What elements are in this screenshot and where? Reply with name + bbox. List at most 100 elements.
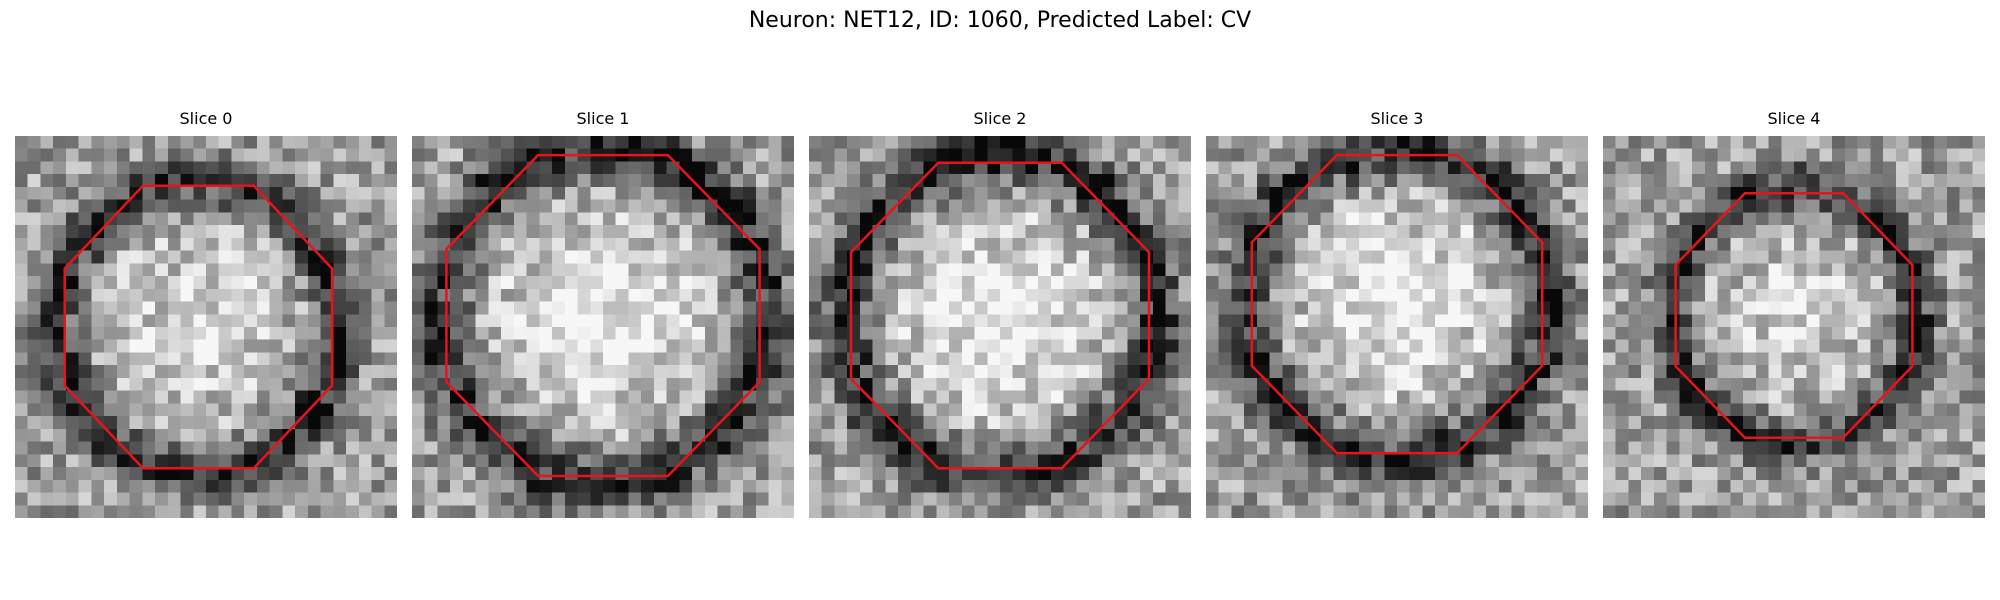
pixel xyxy=(167,416,181,430)
pixel xyxy=(1511,288,1525,302)
pixel xyxy=(1768,148,1782,162)
pixel xyxy=(1832,416,1846,430)
pixel xyxy=(1857,148,1871,162)
pixel xyxy=(218,174,232,188)
pixel xyxy=(1537,454,1551,468)
pixel xyxy=(898,416,912,430)
pixel xyxy=(1870,225,1884,239)
pixel xyxy=(1333,479,1347,493)
pixel xyxy=(743,479,757,493)
pixel xyxy=(424,492,438,506)
pixel xyxy=(1934,136,1948,149)
pixel xyxy=(1012,263,1026,277)
pixel xyxy=(1333,314,1347,328)
pixel xyxy=(1460,250,1474,264)
pixel xyxy=(910,467,924,481)
pixel xyxy=(1358,352,1372,366)
pixel xyxy=(1628,454,1642,468)
pixel xyxy=(193,314,207,328)
pixel xyxy=(1537,403,1551,417)
pixel xyxy=(781,441,794,455)
pixel xyxy=(155,492,169,506)
pixel xyxy=(269,479,283,493)
pixel xyxy=(1806,403,1820,417)
pixel xyxy=(1000,174,1013,188)
pixel xyxy=(1089,314,1103,328)
pixel xyxy=(1959,136,1973,149)
pixel xyxy=(15,212,28,226)
pixel xyxy=(1114,390,1128,404)
pixel xyxy=(1653,454,1667,468)
pixel xyxy=(1307,327,1321,340)
pixel xyxy=(885,276,899,290)
pixel xyxy=(603,288,616,302)
pixel xyxy=(1921,441,1935,455)
pixel xyxy=(564,454,578,468)
pixel xyxy=(1857,505,1871,518)
pixel xyxy=(129,148,143,162)
pixel xyxy=(1165,505,1179,518)
pixel xyxy=(1358,377,1372,391)
pixel xyxy=(27,352,41,366)
pixel xyxy=(1511,479,1525,493)
pixel xyxy=(346,377,360,391)
pixel xyxy=(1575,212,1588,226)
pixel xyxy=(1972,327,1985,340)
pixel xyxy=(1895,390,1909,404)
pixel xyxy=(1127,327,1141,340)
pixel xyxy=(320,327,334,340)
pixel xyxy=(641,505,655,518)
pixel xyxy=(231,148,245,162)
pixel xyxy=(821,225,835,239)
pixel xyxy=(1730,479,1744,493)
pixel xyxy=(1358,365,1372,379)
pixel xyxy=(1575,161,1588,175)
pixel xyxy=(282,199,296,213)
pixel xyxy=(295,479,309,493)
pixel xyxy=(346,237,360,251)
pixel xyxy=(1397,505,1410,518)
pixel xyxy=(155,479,169,493)
pixel xyxy=(936,441,950,455)
pixel xyxy=(346,454,360,468)
pixel xyxy=(1832,250,1846,264)
pixel xyxy=(1050,237,1064,251)
pixel xyxy=(1806,377,1820,391)
pixel xyxy=(1307,148,1321,162)
pixel xyxy=(167,301,181,315)
pixel xyxy=(437,479,451,493)
pixel xyxy=(974,403,988,417)
pixel xyxy=(1832,314,1846,328)
pixel xyxy=(590,314,604,328)
pixel xyxy=(412,161,425,175)
pixel xyxy=(1038,403,1052,417)
pixel xyxy=(1089,263,1103,277)
pixel xyxy=(295,327,309,340)
pixel xyxy=(628,263,642,277)
pixel xyxy=(1333,428,1347,442)
pixel xyxy=(333,186,347,200)
pixel xyxy=(269,288,283,302)
pixel xyxy=(1768,263,1782,277)
pixel xyxy=(1717,212,1731,226)
pixel xyxy=(628,186,642,200)
pixel xyxy=(1781,479,1795,493)
pixel xyxy=(1959,505,1973,518)
figure-title: Neuron: NET12, ID: 1060, Predicted Label… xyxy=(748,8,1252,33)
pixel xyxy=(1653,492,1667,506)
pixel xyxy=(65,301,79,315)
pixel xyxy=(1679,276,1693,290)
pixel xyxy=(1755,174,1769,188)
pixel xyxy=(256,276,270,290)
pixel xyxy=(1857,428,1871,442)
pixel xyxy=(1012,377,1026,391)
pixel xyxy=(155,467,169,481)
pixel xyxy=(1422,174,1436,188)
pixel xyxy=(1346,352,1360,366)
pixel xyxy=(501,505,515,518)
pixel xyxy=(1498,301,1512,315)
pixel xyxy=(1152,174,1166,188)
pixel xyxy=(768,186,782,200)
pixel xyxy=(1883,314,1897,328)
pixel xyxy=(590,250,604,264)
